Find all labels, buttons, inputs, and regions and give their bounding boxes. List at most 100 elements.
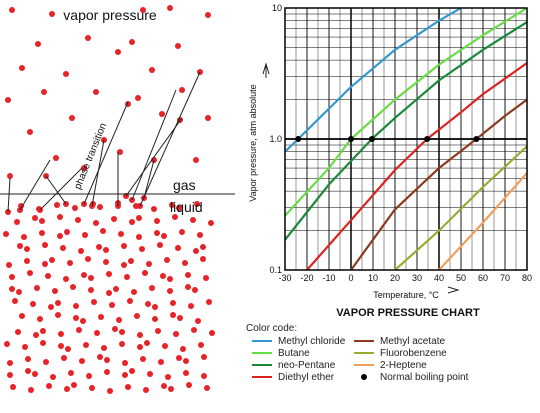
gas-label: gas	[173, 177, 196, 193]
transition-line	[7, 177, 11, 213]
molecule	[103, 247, 109, 253]
transition-line	[131, 89, 177, 201]
molecule	[175, 43, 181, 49]
molecule	[104, 369, 110, 375]
legend-label: Normal boiling point	[380, 372, 469, 383]
molecule	[208, 220, 214, 226]
molecule	[167, 5, 173, 11]
molecule	[58, 331, 64, 337]
molecule	[194, 201, 200, 207]
molecule	[12, 298, 18, 304]
x-axis-label: Temperature, °C	[373, 290, 439, 300]
transition-line	[19, 159, 51, 211]
legend-swatch	[252, 352, 272, 355]
molecule	[198, 342, 204, 348]
legend-swatch	[354, 340, 374, 343]
x-tick-label: 60	[478, 273, 488, 283]
molecule	[96, 244, 102, 250]
molecule	[188, 303, 194, 309]
molecule	[111, 216, 117, 222]
molecule	[88, 287, 94, 293]
legend-swatch	[252, 340, 272, 343]
molecule	[209, 330, 215, 336]
molecule	[54, 202, 60, 208]
molecule	[203, 275, 209, 281]
legend-title: Color code:	[246, 323, 298, 334]
molecule	[86, 373, 92, 379]
molecule	[183, 358, 189, 364]
molecule	[63, 71, 69, 77]
molecule	[57, 214, 63, 220]
molecule	[160, 273, 166, 279]
molecule	[192, 287, 198, 293]
molecule	[134, 313, 140, 319]
molecule	[159, 111, 165, 117]
molecule	[135, 95, 141, 101]
molecule	[91, 299, 97, 305]
boiling-point-marker	[368, 136, 375, 142]
molecule	[43, 359, 49, 365]
molecule	[201, 373, 207, 379]
chart-title: VAPOR PRESSURE CHART	[336, 307, 480, 319]
molecule	[73, 315, 79, 321]
x-tick-labels: -30 -20 -10 0 10 20 30 40 50 60 70 80	[278, 273, 532, 283]
molecule	[46, 383, 52, 389]
molecule	[128, 258, 134, 264]
molecule	[68, 370, 74, 376]
legend-label: Methyl acetate	[380, 336, 446, 347]
molecule	[109, 302, 115, 308]
x-tick-label: 40	[434, 273, 444, 283]
legend-label: 2-Heptene	[380, 360, 427, 371]
plot-frame	[284, 7, 528, 271]
chart-grid	[284, 8, 528, 271]
legend-label: Methyl chloride	[278, 336, 346, 347]
molecule	[69, 115, 75, 121]
molecule	[50, 374, 56, 380]
molecule	[67, 260, 73, 266]
molecule	[164, 257, 170, 263]
molecule	[93, 89, 99, 95]
y-tick-label: 1.0	[269, 134, 282, 144]
molecule	[177, 315, 183, 321]
molecule	[137, 332, 143, 338]
boiling-point-marker	[424, 136, 431, 142]
molecule	[49, 11, 55, 17]
molecule	[25, 356, 31, 362]
molecule	[142, 270, 148, 276]
molecule	[63, 276, 69, 282]
molecule	[19, 65, 25, 71]
molecule	[161, 383, 167, 389]
molecule	[205, 12, 211, 18]
x-axis-arrow	[447, 286, 460, 294]
molecule	[195, 318, 201, 324]
molecule	[17, 243, 23, 249]
molecule	[3, 231, 9, 237]
molecule	[161, 233, 167, 239]
phase-diagram: vapor pressure gas liquid phase transiti…	[0, 5, 235, 394]
molecule	[179, 87, 185, 93]
molecule	[42, 242, 48, 248]
molecule	[52, 288, 58, 294]
boiling-point-marker	[348, 136, 354, 142]
series-line-6	[438, 172, 527, 270]
molecule	[193, 248, 199, 254]
molecule	[121, 262, 127, 268]
molecule	[182, 260, 188, 266]
molecule	[122, 372, 128, 378]
molecule	[22, 344, 28, 350]
molecule	[200, 256, 206, 262]
legend-item-boiling-point: Normal boiling point	[354, 372, 468, 384]
transition-line	[39, 167, 83, 211]
molecule	[5, 97, 11, 103]
molecule	[193, 157, 199, 163]
molecule	[118, 231, 124, 237]
molecule	[73, 303, 79, 309]
molecule	[75, 217, 81, 223]
molecule	[147, 371, 153, 377]
molecule	[41, 89, 47, 95]
molecules	[3, 5, 215, 394]
molecule	[64, 386, 70, 392]
molecule	[32, 215, 38, 221]
